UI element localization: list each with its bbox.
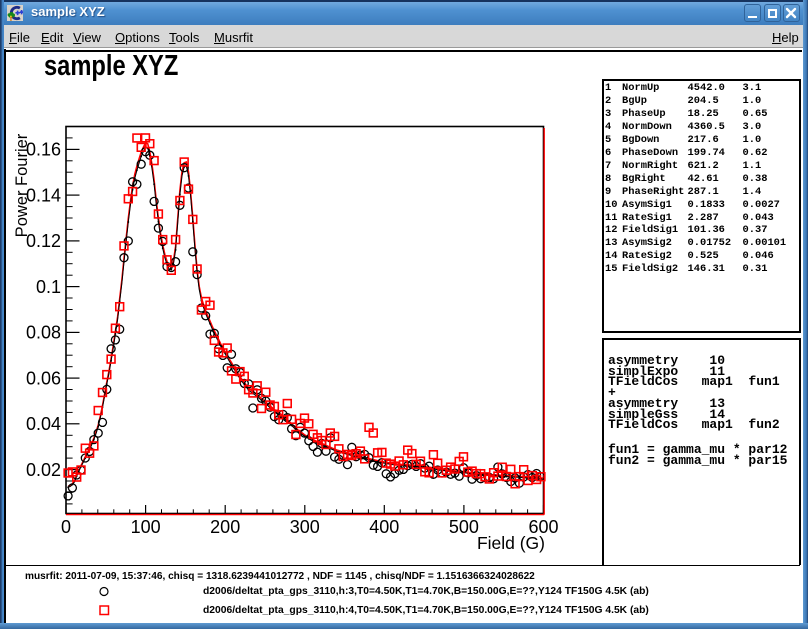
svg-text:0.16: 0.16 bbox=[26, 140, 61, 160]
svg-text:200: 200 bbox=[210, 517, 240, 537]
svg-text:600: 600 bbox=[528, 517, 558, 537]
svg-text:Power Fourier: Power Fourier bbox=[13, 133, 31, 237]
svg-text:0.12: 0.12 bbox=[26, 231, 61, 251]
svg-text:Field (G): Field (G) bbox=[477, 533, 545, 553]
svg-text:0.08: 0.08 bbox=[26, 323, 61, 343]
svg-text:0.02: 0.02 bbox=[26, 460, 61, 480]
svg-text:500: 500 bbox=[449, 517, 479, 537]
svg-text:0.14: 0.14 bbox=[26, 185, 61, 205]
svg-text:0.04: 0.04 bbox=[26, 414, 61, 434]
svg-text:0: 0 bbox=[61, 517, 71, 537]
svg-text:0.1: 0.1 bbox=[36, 277, 61, 297]
svg-text:0.06: 0.06 bbox=[26, 368, 61, 388]
svg-text:100: 100 bbox=[131, 517, 161, 537]
svg-text:400: 400 bbox=[369, 517, 399, 537]
svg-text:300: 300 bbox=[290, 517, 320, 537]
